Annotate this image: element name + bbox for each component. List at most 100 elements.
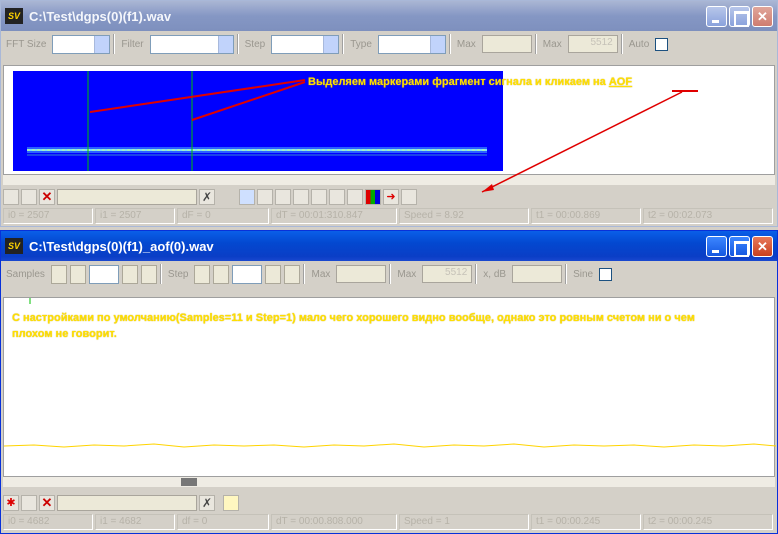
filter-select[interactable] — [149, 34, 234, 54]
horizontal-scrollbar[interactable] — [3, 477, 775, 487]
spectrogram-window: SV C:\Test\dgps(0)(f1).wav ✕ FFT Size Fi… — [0, 0, 778, 227]
samples-down[interactable] — [50, 264, 67, 284]
marker-right-icon[interactable] — [293, 189, 309, 205]
status-bar: i0 = 2507 i1 = 2507 dF = 0 dT = 00:01:31… — [3, 208, 775, 226]
play-icon[interactable] — [311, 189, 327, 205]
status-i1: i1 = 4682 — [95, 514, 175, 530]
zoom-in-icon[interactable] — [3, 189, 19, 205]
page-icon[interactable] — [223, 495, 239, 511]
step-up2[interactable] — [284, 264, 301, 284]
step-select[interactable] — [271, 34, 340, 54]
minimize-button[interactable] — [706, 236, 727, 257]
type-select[interactable] — [377, 34, 446, 54]
type-label: Type — [350, 38, 372, 50]
mid-field[interactable] — [512, 265, 563, 283]
status-t2: t2 = 00:02.073 — [643, 208, 773, 224]
status-speed: Speed = 1 — [399, 514, 529, 530]
spectrum-icon[interactable] — [365, 189, 381, 205]
aof-window: SV C:\Test\dgps(0)(f1)_aof(0).wav ✕ Samp… — [0, 230, 778, 534]
annotation-note: Выделяем маркерами фрагмент сигнала и кл… — [308, 76, 633, 88]
waveform-line — [4, 443, 776, 448]
waveform-svg — [4, 298, 776, 448]
max2-field[interactable]: 5512 — [422, 265, 473, 283]
max2-field[interactable]: 5512 — [567, 35, 618, 53]
marker-left-icon[interactable] — [275, 189, 291, 205]
app-icon: SV — [5, 8, 23, 24]
stop-icon[interactable] — [257, 189, 273, 205]
spectrogram-area[interactable]: Выделяем маркерами фрагмент сигнала и кл… — [3, 65, 775, 175]
title-bar[interactable]: SV C:\Test\dgps(0)(f1)_aof(0).wav ✕ — [1, 231, 777, 261]
bottom-toolbar: ✱ ✕ ✗ — [3, 493, 775, 513]
arrow-right-icon[interactable]: ➜ — [383, 189, 399, 205]
aof-button[interactable] — [401, 189, 417, 205]
minimize-icon — [707, 237, 726, 256]
chevron-down-icon — [217, 35, 233, 53]
step-label: Step — [167, 268, 189, 280]
status-dt: dT = 00:01:310.847 — [271, 208, 397, 224]
samples-label: Samples — [6, 268, 45, 280]
chevron-down-icon — [429, 35, 445, 53]
minimize-icon — [707, 7, 726, 26]
status-t1: t1 = 00:00.869 — [531, 208, 641, 224]
position-field[interactable] — [57, 189, 197, 205]
step-label: Step — [244, 38, 266, 50]
mid-label: x, dB — [483, 268, 507, 280]
toolbar: FFT Size Filter Step Type Max Max 5512 A… — [3, 31, 775, 57]
clear-markers-icon[interactable]: ✗ — [199, 495, 215, 511]
status-df: df = 0 — [177, 514, 269, 530]
position-field[interactable] — [57, 495, 197, 511]
max-field[interactable] — [481, 35, 532, 53]
zoom-out-icon[interactable] — [21, 189, 37, 205]
samples-down2[interactable] — [69, 264, 86, 284]
maximize-icon — [730, 7, 749, 27]
app-icon: SV — [5, 238, 23, 254]
horizontal-scrollbar[interactable] — [3, 175, 775, 185]
samples-input[interactable] — [88, 264, 119, 284]
status-t2: t2 = 00:00.245 — [643, 514, 773, 530]
sine-checkbox[interactable] — [599, 267, 613, 281]
delete-icon[interactable]: ✕ — [39, 495, 55, 511]
page-icon[interactable] — [347, 189, 363, 205]
step-up[interactable] — [265, 264, 282, 284]
title-bar[interactable]: SV C:\Test\dgps(0)(f1).wav ✕ — [1, 1, 777, 31]
maximize-button[interactable] — [729, 6, 750, 27]
max-field[interactable] — [336, 265, 387, 283]
samples-up2[interactable] — [140, 264, 157, 284]
max-label: Max — [456, 38, 476, 50]
bottom-toolbar: ✕ ✗ ➜ — [3, 187, 775, 207]
filter-label: Filter — [121, 38, 144, 50]
close-button[interactable]: ✕ — [752, 236, 773, 257]
samples-up[interactable] — [121, 264, 138, 284]
close-button[interactable]: ✕ — [752, 6, 773, 27]
cut-icon[interactable] — [329, 189, 345, 205]
close-icon: ✕ — [757, 8, 768, 24]
minimize-button[interactable] — [706, 6, 727, 27]
maximize-button[interactable] — [729, 236, 750, 257]
scroll-thumb[interactable] — [181, 478, 197, 486]
chevron-down-icon — [94, 35, 110, 53]
status-bar: i0 = 4682 i1 = 4682 df = 0 dT = 00:00.80… — [3, 514, 775, 532]
snowflake-icon[interactable]: ✱ — [3, 495, 19, 511]
status-i0: i0 = 4682 — [3, 514, 93, 530]
fft-size-select[interactable] — [52, 34, 111, 54]
fft-size-label: FFT Size — [6, 38, 47, 50]
max2-label: Max — [542, 38, 562, 50]
status-dt: dT = 00:00.808.000 — [271, 514, 397, 530]
sine-label: Sine — [573, 268, 594, 280]
step-down2[interactable] — [213, 264, 230, 284]
status-i0: i0 = 2507 — [3, 208, 93, 224]
spectrogram-svg — [27, 71, 487, 171]
zoom-out-icon[interactable] — [21, 495, 37, 511]
delete-icon[interactable]: ✕ — [39, 189, 55, 205]
step-input[interactable] — [232, 264, 263, 284]
status-t1: t1 = 00:00.245 — [531, 514, 641, 530]
step-down[interactable] — [194, 264, 211, 284]
close-icon: ✕ — [757, 238, 768, 254]
view-icon[interactable] — [239, 189, 255, 205]
clear-markers-icon[interactable]: ✗ — [199, 189, 215, 205]
toolbar: Samples Step Max Max 5512 x, dB Sine — [3, 261, 775, 287]
waveform-area[interactable]: С настройками по умолчанию(Samples=11 и … — [3, 297, 776, 477]
auto-label: Auto — [628, 38, 650, 50]
auto-checkbox[interactable] — [655, 37, 669, 51]
window-title: C:\Test\dgps(0)(f1)_aof(0).wav — [29, 238, 214, 254]
